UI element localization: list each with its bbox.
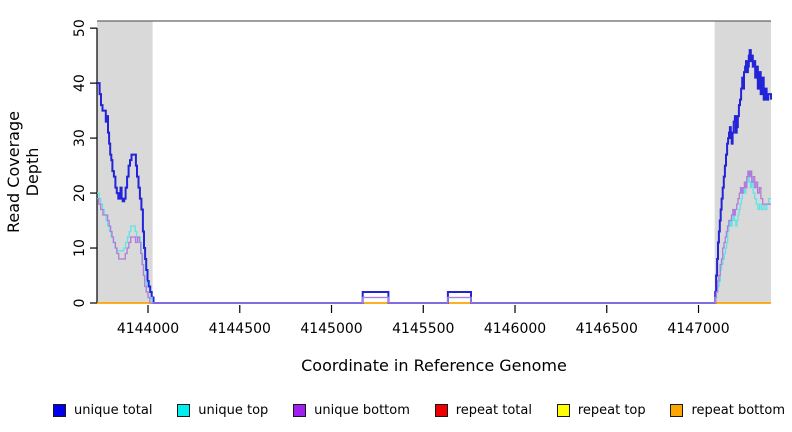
- legend-swatch-icon: [53, 403, 66, 417]
- legend-label: repeat top: [577, 402, 646, 418]
- legend-label: unique total: [74, 402, 153, 418]
- legend-item-repeat-bottom: repeat bottom: [670, 402, 785, 418]
- legend-item-unique-bottom: unique bottom: [293, 402, 410, 418]
- x-tick-label: 4145000: [300, 321, 362, 337]
- legend-item-repeat-top: repeat top: [556, 402, 646, 418]
- y-tick-label: 50: [72, 19, 88, 37]
- legend-swatch-icon: [293, 403, 307, 417]
- series-line-unique-bottom: [97, 170, 771, 304]
- x-tick-label: 4146500: [576, 321, 638, 337]
- legend: unique total unique top unique bottom repea…: [53, 398, 785, 422]
- x-tick-label: 4146000: [484, 321, 546, 337]
- legend-swatch-icon: [177, 403, 191, 417]
- x-axis-title: Coordinate in Reference Genome: [301, 356, 567, 375]
- y-axis-title: Read Coverage Depth: [4, 111, 42, 233]
- x-tick-label: 4147000: [667, 321, 729, 337]
- legend-label: repeat total: [455, 402, 532, 418]
- legend-item-unique-top: unique top: [177, 402, 269, 418]
- series-line-unique-top: [97, 175, 771, 304]
- legend-label: unique bottom: [314, 402, 410, 418]
- legend-swatch-icon: [556, 403, 570, 417]
- series-line-unique-total: [97, 49, 772, 304]
- legend-item-unique-total: unique total: [53, 402, 153, 418]
- y-tick-label: 20: [72, 184, 88, 202]
- legend-swatch-icon: [434, 403, 448, 417]
- y-tick-label: 10: [72, 239, 88, 257]
- x-tick-label: 4144500: [209, 321, 271, 337]
- legend-swatch-icon: [670, 403, 684, 417]
- x-tick-label: 4145500: [392, 321, 454, 337]
- legend-item-repeat-total: repeat total: [434, 402, 532, 418]
- y-tick-label: 40: [72, 74, 88, 92]
- shaded-repeat-region: [97, 21, 153, 303]
- legend-label: unique top: [198, 402, 269, 418]
- legend-label: repeat bottom: [691, 402, 785, 418]
- y-tick-label: 30: [72, 129, 88, 147]
- x-tick-label: 4144000: [117, 321, 179, 337]
- y-tick-label: 0: [72, 299, 88, 308]
